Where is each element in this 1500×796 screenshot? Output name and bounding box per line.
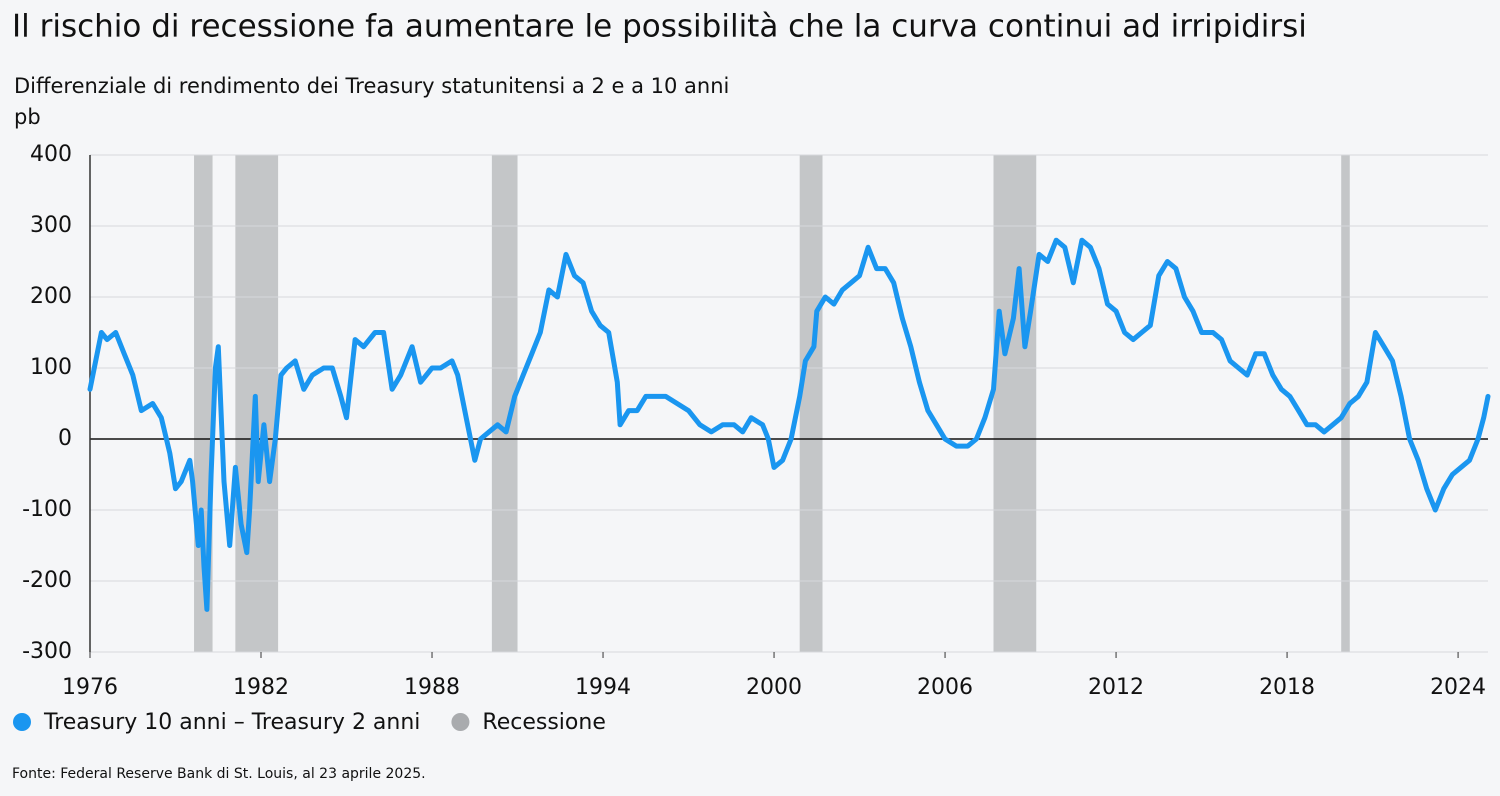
x-tick-label: 1982 <box>233 675 289 700</box>
y-tick-label: -300 <box>22 639 72 664</box>
y-tick-label: 0 <box>58 426 72 451</box>
recession-band <box>993 155 1037 652</box>
y-tick-label: 400 <box>30 142 72 167</box>
x-tick-label: 2012 <box>1088 675 1144 700</box>
y-tick-label: 100 <box>30 355 72 380</box>
data-line <box>87 237 1491 612</box>
legend-swatch <box>13 713 31 731</box>
chart-title: Il rischio di recessione fa aumentare le… <box>12 9 1307 45</box>
chart-subtitle: Differenziale di rendimento dei Treasury… <box>14 74 729 98</box>
y-axis-label: pb <box>14 105 41 129</box>
recession-band <box>1341 155 1350 652</box>
x-tick-label: 1988 <box>404 675 460 700</box>
y-tick-label: 200 <box>30 284 72 309</box>
recession-band <box>799 155 823 652</box>
x-tick-label: 2024 <box>1430 675 1486 700</box>
y-tick-label: 300 <box>30 213 72 238</box>
x-tick-label: 2006 <box>917 675 973 700</box>
x-tick-label: 2000 <box>746 675 802 700</box>
legend-label: Recessione <box>482 710 605 735</box>
x-tick-label: 2018 <box>1259 675 1315 700</box>
source: Fonte: Federal Reserve Bank di St. Louis… <box>12 766 426 782</box>
y-tick-label: -100 <box>22 497 72 522</box>
x-tick-label: 1976 <box>62 675 118 700</box>
x-tick-label: 1994 <box>575 675 631 700</box>
y-tick-label: -200 <box>22 568 72 593</box>
legend-swatch <box>451 713 470 731</box>
legend-label: Treasury 10 anni – Treasury 2 anni <box>43 710 420 735</box>
